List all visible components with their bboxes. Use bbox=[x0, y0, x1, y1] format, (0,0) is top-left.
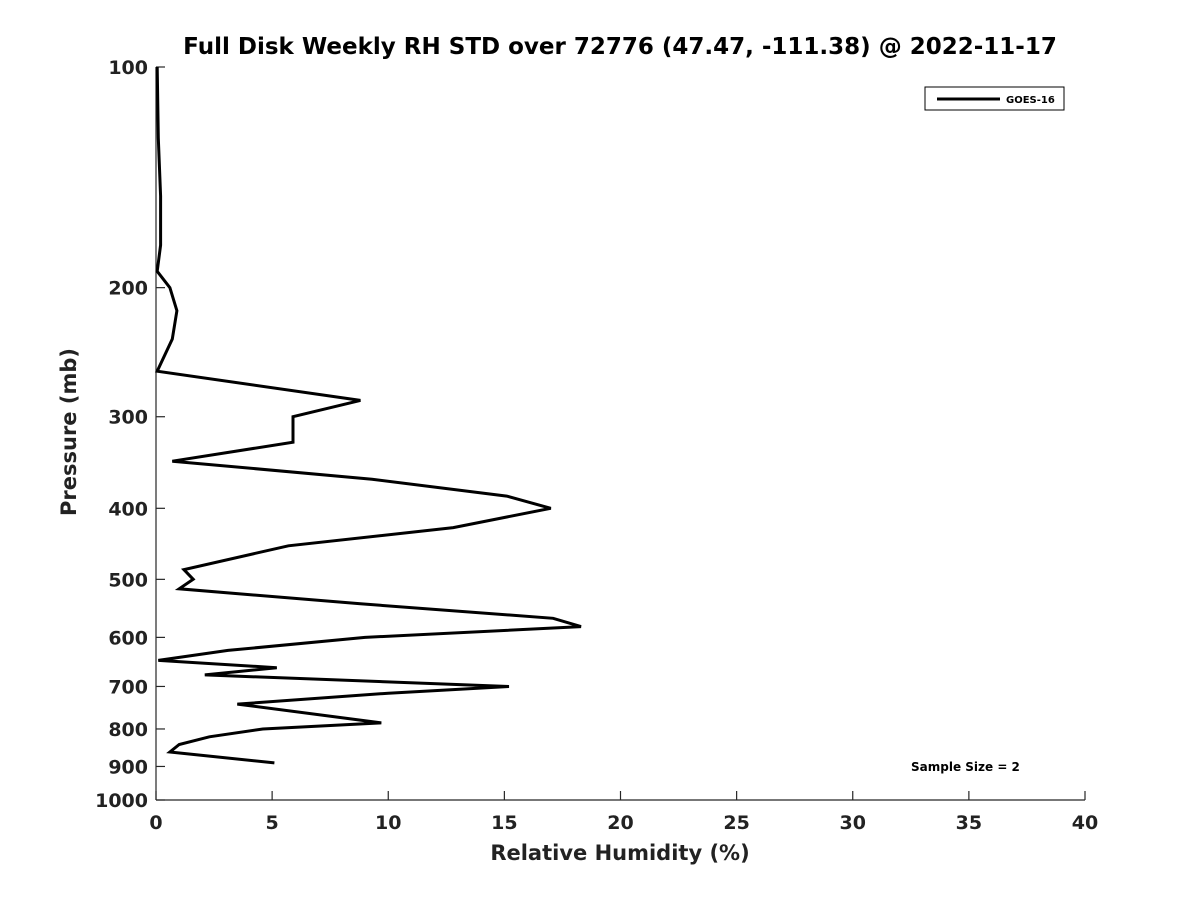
y-tick-label: 600 bbox=[108, 627, 148, 649]
y-tick-label: 100 bbox=[108, 57, 148, 79]
x-tick-label: 35 bbox=[956, 812, 982, 834]
x-tick-label: 0 bbox=[149, 812, 162, 834]
y-tick-label: 800 bbox=[108, 719, 148, 741]
legend: GOES-16 bbox=[924, 86, 1065, 111]
y-tick-label: 900 bbox=[108, 756, 148, 778]
x-tick-label: 10 bbox=[375, 812, 401, 834]
y-tick-label: 200 bbox=[108, 278, 148, 300]
sample-size-annotation: Sample Size = 2 bbox=[911, 760, 1020, 774]
x-tick-label: 20 bbox=[607, 812, 633, 834]
y-tick-label: 1000 bbox=[95, 790, 148, 812]
y-tick-label: 700 bbox=[108, 676, 148, 698]
y-tick-label: 500 bbox=[108, 569, 148, 591]
series-line-goes-16 bbox=[154, 66, 582, 765]
x-tick-label: 40 bbox=[1072, 812, 1098, 834]
y-tick-label: 400 bbox=[108, 498, 148, 520]
plot-area: 0 5 10 15 20 25 30 35 40 100 200 300 400 500 600 700 800… bbox=[95, 57, 1098, 834]
x-tick-label: 30 bbox=[840, 812, 866, 834]
x-axis-label: Relative Humidity (%) bbox=[490, 841, 749, 865]
x-tick-label: 25 bbox=[723, 812, 749, 834]
legend-entry-goes-16: GOES-16 bbox=[1006, 95, 1055, 106]
chart-title: Full Disk Weekly RH STD over 72776 (47.4… bbox=[183, 34, 1057, 60]
x-tick-label: 5 bbox=[266, 812, 279, 834]
y-tick-label: 300 bbox=[108, 407, 148, 429]
y-axis-label: Pressure (mb) bbox=[57, 348, 81, 516]
x-tick-label: 15 bbox=[491, 812, 517, 834]
